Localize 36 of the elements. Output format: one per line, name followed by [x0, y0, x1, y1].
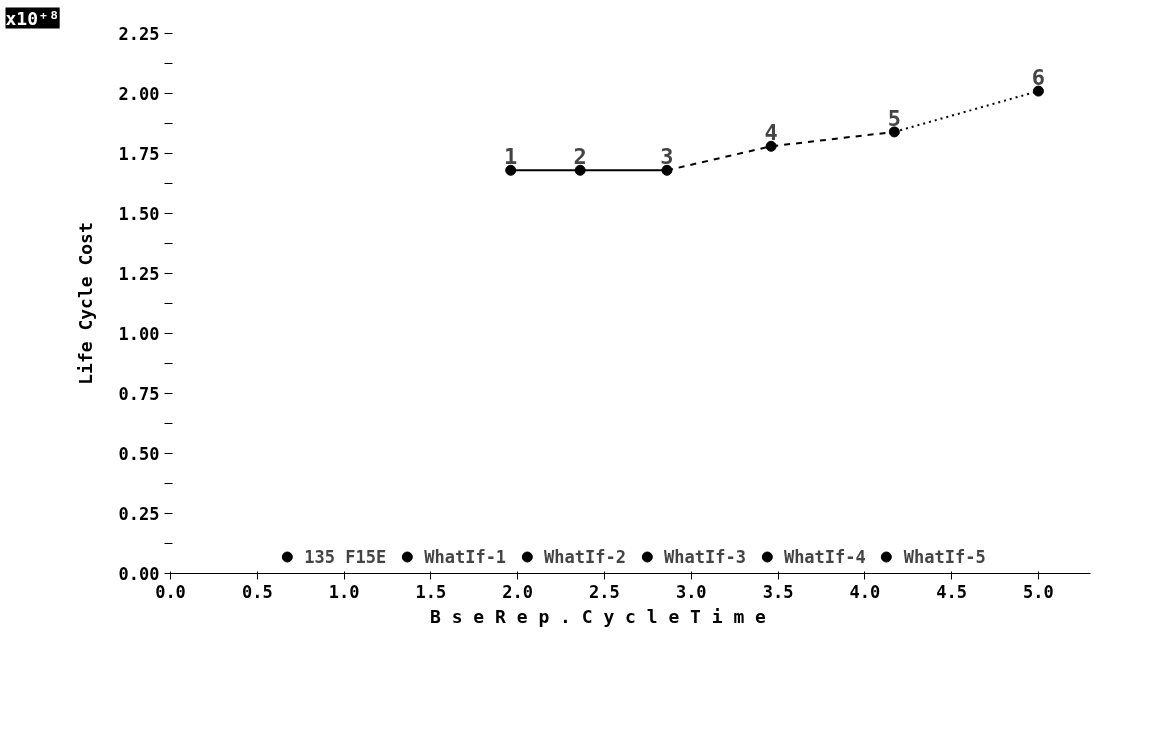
x-tick-label: 1.0 [328, 581, 360, 602]
annotation: 2 [573, 144, 587, 170]
x-axis-title: B s e R e p . C y c l e T i m e [430, 605, 767, 627]
legend-label: WhatIf-2 [544, 546, 626, 567]
x-tick-label: 4.5 [936, 581, 967, 602]
y-axis-title: Life Cycle Cost [74, 222, 96, 385]
x-tick-label: 3.5 [762, 581, 794, 602]
annotation: 3 [660, 144, 674, 170]
x-tick-label: 1.5 [415, 581, 447, 602]
y-tick-label: 1.75 [118, 144, 160, 164]
y-tick-label: 2.25 [118, 24, 160, 44]
y-tick-label: 1.50 [118, 204, 160, 224]
x-tick-label: 5.0 [1023, 581, 1054, 602]
legend-label: 135 F15E [304, 546, 387, 567]
annotation: 6 [1031, 65, 1046, 91]
annotation: 4 [764, 120, 778, 146]
y-tick-label: 0.50 [118, 444, 160, 464]
legend-label: WhatIf-1 [424, 546, 507, 567]
legend-label: WhatIf-5 [903, 546, 986, 567]
y-tick-label: 0.25 [118, 504, 160, 524]
y-tick-label: 1.25 [118, 264, 160, 284]
x-tick-label: 0.0 [155, 581, 186, 602]
legend-label: WhatIf-3 [664, 546, 746, 567]
y-tick-label: 2.00 [118, 84, 160, 104]
y-tick-label: 0.00 [118, 564, 160, 584]
x-tick-label: 2.0 [502, 581, 534, 602]
y-tick-label: 0.75 [118, 384, 160, 404]
x-tick-label: 3.0 [675, 581, 707, 602]
legend-label: WhatIf-4 [783, 546, 866, 567]
annotation: 5 [887, 105, 901, 131]
annotation: 1 [504, 144, 518, 170]
x-tick-label: 0.5 [241, 581, 273, 602]
text: x10⁺⁸ [5, 7, 60, 29]
x-tick-label: 4.0 [849, 581, 881, 602]
x-tick-label: 2.5 [589, 581, 620, 602]
y-tick-label: 1.00 [118, 324, 160, 344]
